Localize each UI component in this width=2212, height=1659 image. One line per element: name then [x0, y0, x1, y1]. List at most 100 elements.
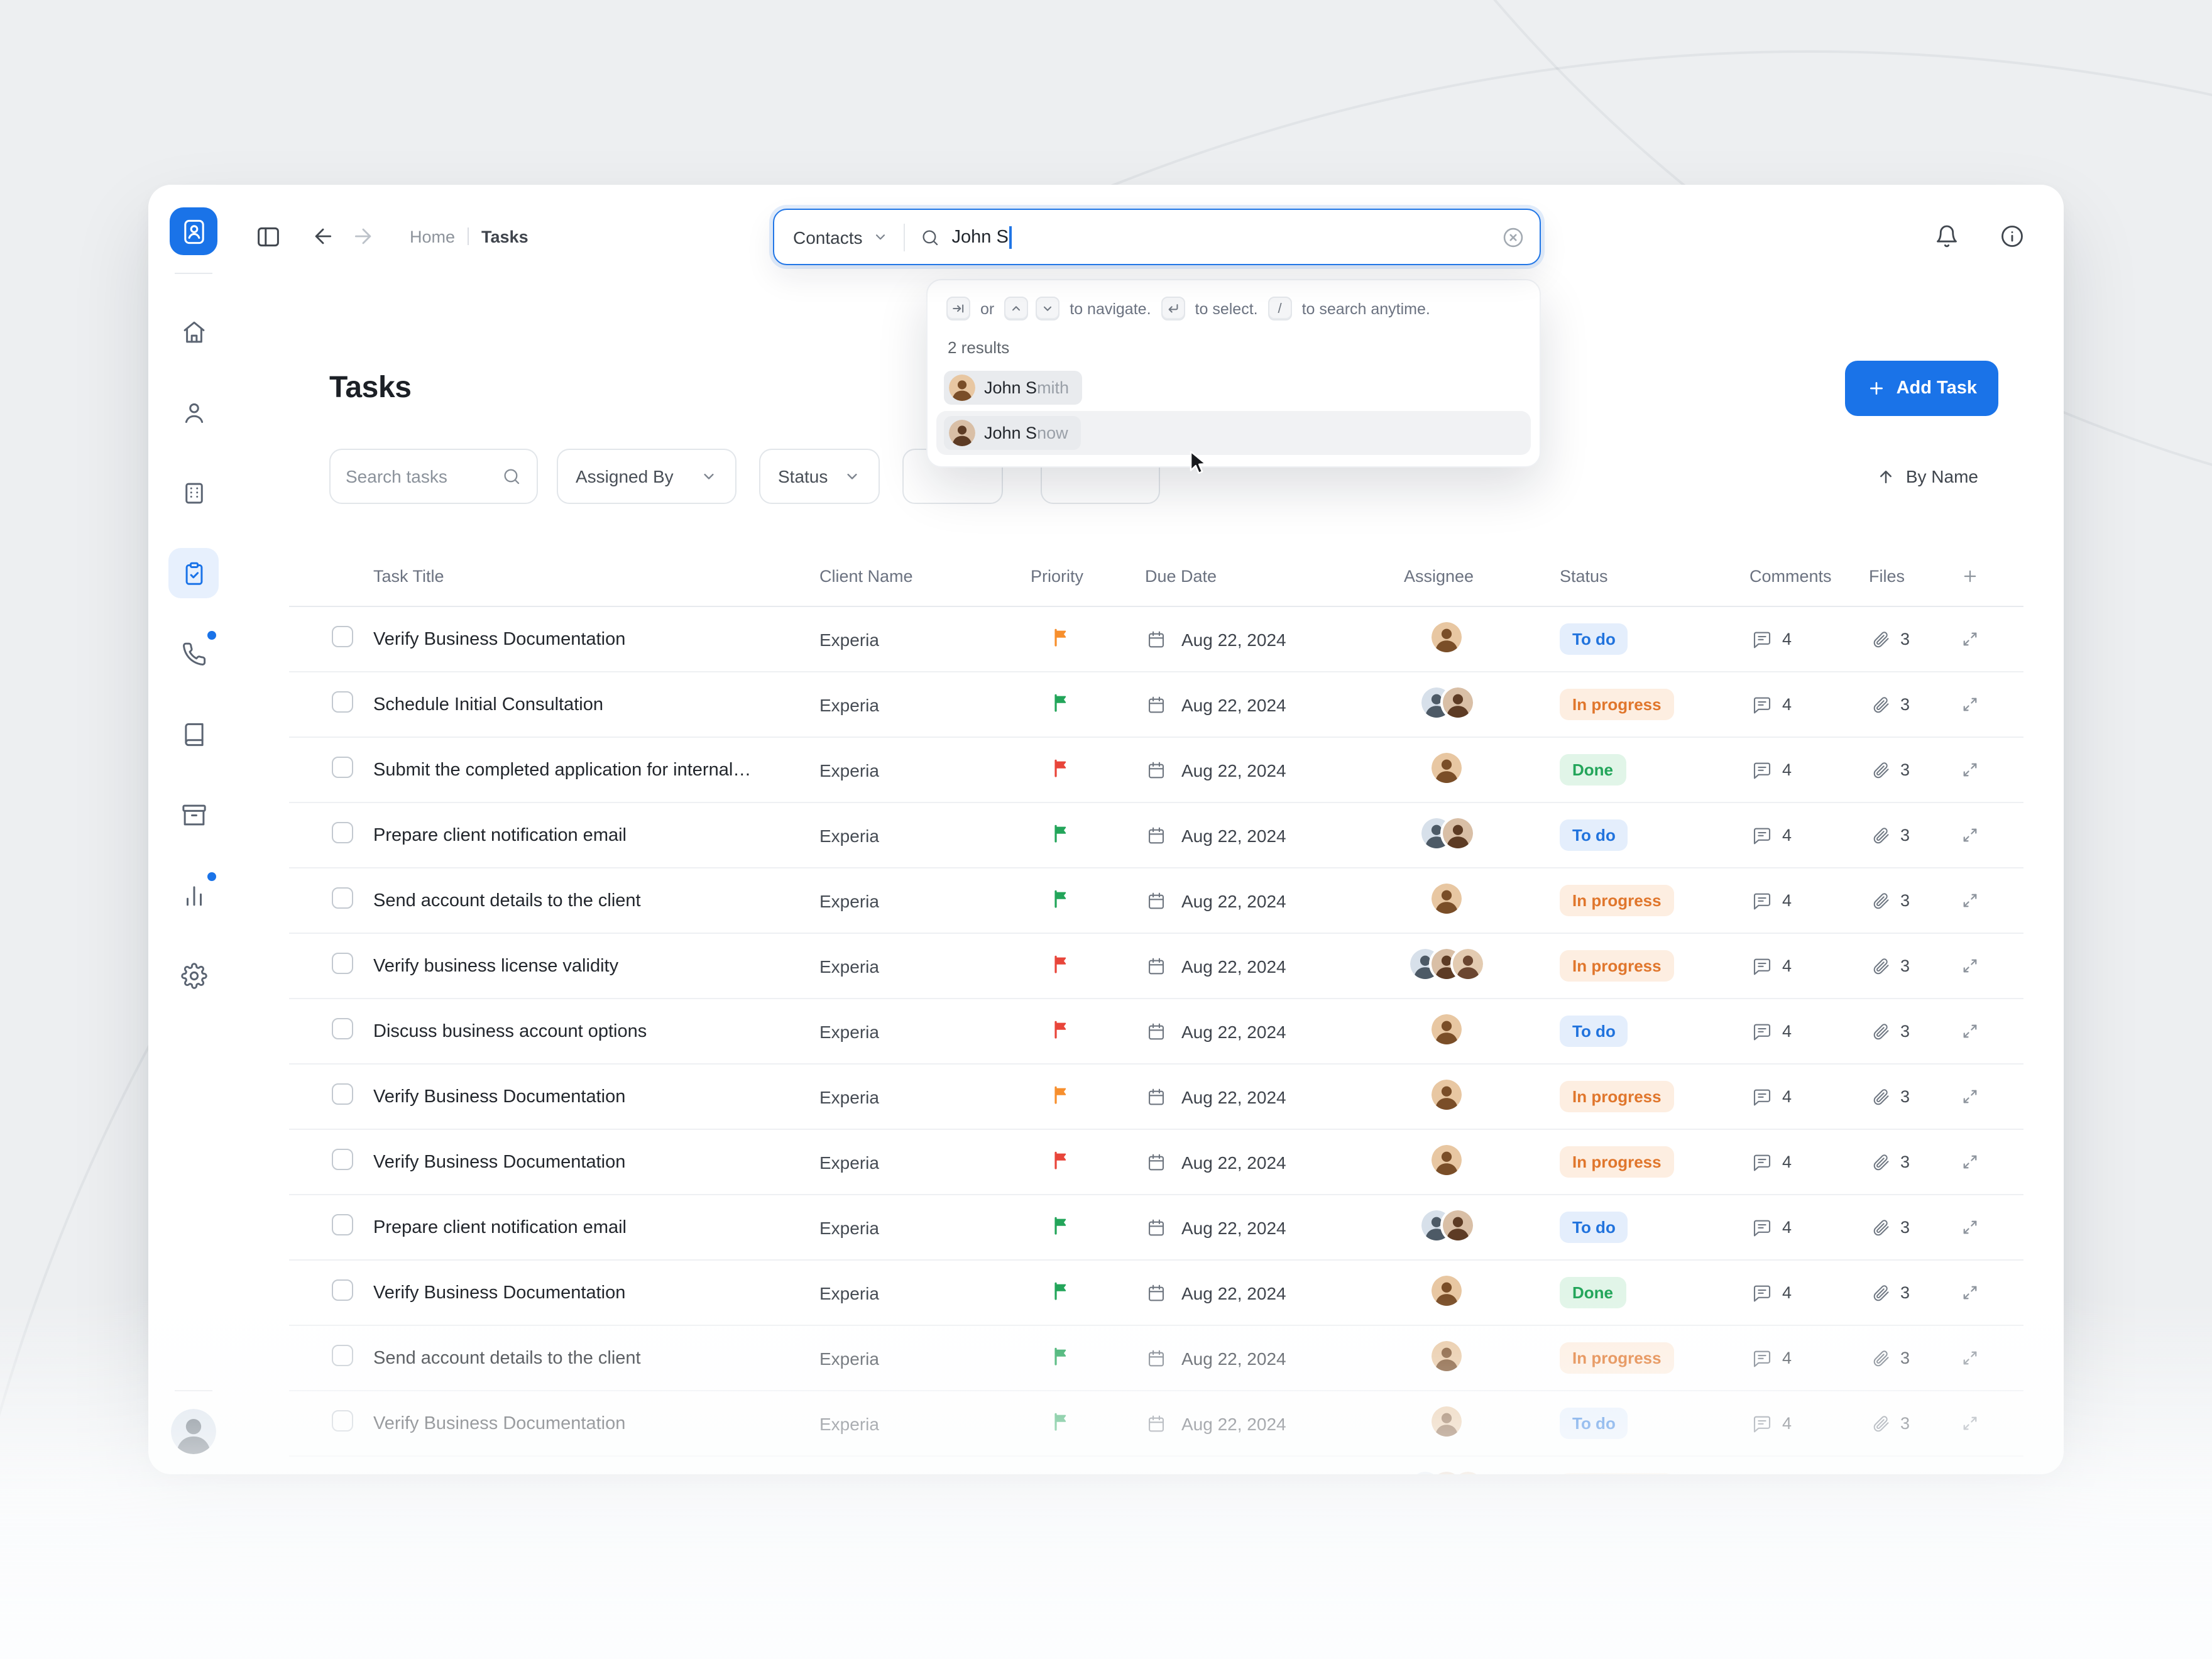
- comments-cell[interactable]: 4: [1739, 694, 1859, 715]
- files-cell[interactable]: 3: [1859, 1153, 1959, 1171]
- search-result-item[interactable]: John Snow: [936, 411, 1531, 455]
- table-row[interactable]: Verify Business Documentation Experia Au…: [289, 1130, 2023, 1195]
- info-button[interactable]: [1993, 217, 2031, 255]
- sidebar-item-archive[interactable]: [168, 789, 219, 840]
- row-checkbox[interactable]: [332, 1018, 353, 1039]
- files-cell[interactable]: 3: [1859, 1087, 1959, 1106]
- task-title[interactable]: Submit the completed application for int…: [373, 760, 752, 780]
- user-avatar[interactable]: [171, 1409, 216, 1454]
- col-comments[interactable]: Comments: [1749, 567, 1832, 586]
- table-row[interactable]: Submit the completed application for int…: [289, 738, 2023, 803]
- files-cell[interactable]: 3: [1859, 1218, 1959, 1237]
- comments-cell[interactable]: 4: [1739, 956, 1859, 976]
- row-checkbox[interactable]: [332, 1410, 353, 1432]
- app-logo[interactable]: [170, 207, 217, 255]
- expand-task-button[interactable]: [1961, 1283, 1979, 1302]
- row-checkbox[interactable]: [332, 1345, 353, 1366]
- search-query-text[interactable]: John S: [951, 227, 1009, 247]
- sidebar-item-calls[interactable]: [168, 628, 219, 679]
- table-row[interactable]: Verify Business Documentation Experia Au…: [289, 1261, 2023, 1326]
- comments-cell[interactable]: 4: [1739, 890, 1859, 911]
- comments-cell[interactable]: 4: [1739, 1152, 1859, 1172]
- files-cell[interactable]: 3: [1859, 1283, 1959, 1302]
- comments-cell[interactable]: 4: [1739, 1217, 1859, 1237]
- expand-task-button[interactable]: [1961, 826, 1979, 845]
- status-filter[interactable]: Status: [759, 449, 880, 504]
- row-checkbox[interactable]: [332, 887, 353, 909]
- expand-task-button[interactable]: [1961, 1349, 1979, 1367]
- files-cell[interactable]: 3: [1859, 891, 1959, 910]
- task-title[interactable]: Verify Business Documentation: [373, 629, 626, 650]
- row-checkbox[interactable]: [332, 822, 353, 843]
- comments-cell[interactable]: 4: [1739, 1283, 1859, 1303]
- table-row[interactable]: Verify Business Documentation Experia Au…: [289, 1065, 2023, 1130]
- table-row[interactable]: Verify business license validity Experia…: [289, 934, 2023, 999]
- sidebar-item-companies[interactable]: [168, 468, 219, 518]
- comments-cell[interactable]: 4: [1739, 629, 1859, 649]
- row-checkbox[interactable]: [332, 1149, 353, 1170]
- table-row[interactable]: Send account details to the client Exper…: [289, 868, 2023, 934]
- table-row[interactable]: Discuss business account options Experia…: [289, 999, 2023, 1065]
- add-column-button[interactable]: [1961, 567, 1979, 586]
- row-checkbox[interactable]: [332, 626, 353, 647]
- files-cell[interactable]: 3: [1859, 956, 1959, 975]
- notifications-button[interactable]: [1928, 217, 1966, 255]
- assigned-by-filter[interactable]: Assigned By: [557, 449, 736, 504]
- task-title[interactable]: Prepare client notification email: [373, 1217, 627, 1238]
- comments-cell[interactable]: 4: [1739, 825, 1859, 845]
- row-checkbox[interactable]: [332, 953, 353, 974]
- files-cell[interactable]: 3: [1859, 826, 1959, 845]
- col-status[interactable]: Status: [1560, 567, 1608, 586]
- files-cell[interactable]: 3: [1859, 1349, 1959, 1367]
- col-priority[interactable]: Priority: [1031, 567, 1084, 586]
- col-client-name[interactable]: Client Name: [819, 567, 913, 586]
- expand-task-button[interactable]: [1961, 1087, 1979, 1106]
- row-checkbox[interactable]: [332, 1083, 353, 1105]
- task-title[interactable]: Send account details to the client: [373, 890, 641, 911]
- table-row[interactable]: Prepare client notification email Experi…: [289, 1195, 2023, 1261]
- table-row[interactable]: Verify Business Documentation Experia Au…: [289, 607, 2023, 672]
- files-cell[interactable]: 3: [1859, 630, 1959, 649]
- col-assignee[interactable]: Assignee: [1404, 567, 1474, 586]
- expand-task-button[interactable]: [1961, 1022, 1979, 1041]
- table-row[interactable]: Verify business license validity Experia…: [289, 1457, 2023, 1474]
- comments-cell[interactable]: 4: [1739, 1021, 1859, 1041]
- col-files[interactable]: Files: [1869, 567, 1905, 586]
- files-cell[interactable]: 3: [1859, 1414, 1959, 1433]
- files-cell[interactable]: 3: [1859, 695, 1959, 714]
- sidebar-item-reports[interactable]: [168, 870, 219, 920]
- clear-search-button[interactable]: [1502, 226, 1525, 248]
- sidebar-item-settings[interactable]: [168, 950, 219, 1000]
- expand-task-button[interactable]: [1961, 1153, 1979, 1171]
- expand-task-button[interactable]: [1961, 1414, 1979, 1433]
- sidebar-item-contacts[interactable]: [168, 387, 219, 437]
- task-title[interactable]: Verify business license validity: [373, 956, 619, 977]
- expand-task-button[interactable]: [1961, 760, 1979, 779]
- comments-cell[interactable]: 4: [1739, 1413, 1859, 1433]
- task-title[interactable]: Verify Business Documentation: [373, 1283, 626, 1303]
- sort-by-name[interactable]: By Name: [1877, 466, 1978, 486]
- task-title[interactable]: Discuss business account options: [373, 1021, 647, 1042]
- row-checkbox[interactable]: [332, 1279, 353, 1301]
- comments-cell[interactable]: 4: [1739, 1087, 1859, 1107]
- comments-cell[interactable]: 4: [1739, 1348, 1859, 1368]
- forward-button[interactable]: [344, 217, 382, 255]
- back-button[interactable]: [304, 217, 342, 255]
- col-task-title[interactable]: Task Title: [373, 567, 444, 586]
- task-title[interactable]: Schedule Initial Consultation: [373, 694, 603, 715]
- table-row[interactable]: Send account details to the client Exper…: [289, 1326, 2023, 1391]
- breadcrumb-home[interactable]: Home: [410, 227, 456, 246]
- search-scope-dropdown[interactable]: Contacts: [774, 227, 904, 247]
- task-title[interactable]: Send account details to the client: [373, 1348, 641, 1369]
- task-title[interactable]: Prepare client notification email: [373, 825, 627, 846]
- col-due-date[interactable]: Due Date: [1145, 567, 1217, 586]
- files-cell[interactable]: 3: [1859, 1022, 1959, 1041]
- add-task-button[interactable]: Add Task: [1844, 361, 1998, 416]
- expand-task-button[interactable]: [1961, 630, 1979, 649]
- row-checkbox[interactable]: [332, 757, 353, 778]
- task-title[interactable]: Verify Business Documentation: [373, 1152, 626, 1173]
- task-title[interactable]: Verify Business Documentation: [373, 1087, 626, 1107]
- table-row[interactable]: Prepare client notification email Experi…: [289, 803, 2023, 868]
- sidebar-toggle-button[interactable]: [249, 217, 287, 255]
- expand-task-button[interactable]: [1961, 891, 1979, 910]
